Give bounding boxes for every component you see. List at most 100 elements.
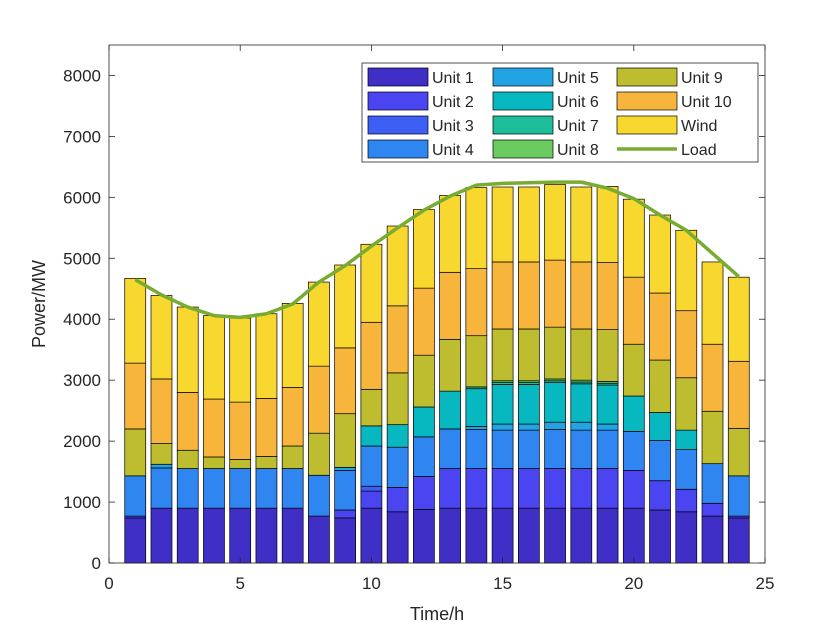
bar-segment-unit9-t22 [675, 377, 698, 431]
bar-segment-unit1-t10 [360, 507, 383, 564]
bar-segment-unit4-t11 [386, 446, 409, 488]
bar-segment-unit1-t13 [439, 507, 461, 564]
bar-segment-unit4-t20 [622, 431, 645, 471]
legend-label: Unit 8 [557, 142, 599, 159]
bar-segment-unit4-t15 [491, 429, 514, 469]
bar-segment-unit6-t20 [622, 395, 645, 432]
bar-segment-unit1-t17 [544, 507, 566, 564]
bar-segment-unit10-t6 [255, 398, 278, 457]
bar-segment-unit11-t18 [570, 186, 593, 263]
x-tick-label: 5 [235, 574, 244, 593]
legend-swatch [616, 91, 678, 111]
bar-segment-unit5-t18 [570, 421, 593, 431]
bar-segment-unit4-t1 [124, 475, 147, 517]
bar-segment-unit9-t19 [596, 329, 619, 382]
bar-segment-unit9-t11 [386, 372, 409, 426]
bar-segment-unit4-t7 [281, 468, 304, 509]
legend-label: Unit 3 [432, 118, 474, 135]
bar-segment-unit9-t9 [334, 413, 357, 468]
y-tick-label: 4000 [63, 310, 101, 329]
bar-segment-unit10-t19 [596, 262, 619, 330]
bar-segment-unit11-t9 [334, 264, 357, 349]
bar-segment-unit4-t3 [176, 468, 199, 509]
bar-segment-unit4-t21 [649, 440, 671, 482]
bar-segment-unit10-t5 [229, 401, 252, 460]
bar-segment-unit11-t1 [124, 278, 147, 364]
legend-label: Unit 7 [557, 118, 599, 135]
bar-segment-unit9-t10 [360, 388, 383, 427]
bar-segment-unit11-t11 [386, 225, 409, 307]
y-axis-label: Power/MW [29, 260, 49, 348]
bar-segment-unit11-t2 [150, 295, 173, 380]
bar-segment-unit10-t3 [176, 392, 199, 451]
bar-segment-unit1-t20 [622, 507, 645, 564]
bar-segment-unit2-t18 [570, 468, 593, 509]
legend-swatch [492, 115, 554, 135]
bar-segment-unit11-t16 [517, 186, 540, 263]
legend-swatch [492, 139, 554, 159]
bar-segment-unit11-t3 [176, 306, 199, 393]
bar-segment-unit1-t8 [308, 515, 330, 564]
legend-label: Unit 2 [432, 94, 474, 111]
bar-segment-unit9-t14 [465, 335, 488, 388]
bar-segment-unit4-t8 [308, 474, 330, 517]
bar-segment-unit5-t14 [465, 426, 488, 430]
bar-segment-unit9-t2 [150, 443, 173, 465]
bar-segment-unit9-t7 [281, 445, 304, 469]
bar-segment-unit6-t21 [649, 412, 671, 441]
bar-segment-unit6-t14 [465, 388, 488, 427]
bar-segment-unit9-t21 [649, 359, 671, 413]
bar-segment-unit1-t5 [229, 507, 252, 564]
bar-segment-unit10-t17 [544, 259, 566, 328]
bar-segment-unit11-t7 [281, 303, 304, 388]
bar-segment-unit4-t23 [701, 463, 724, 504]
x-tick-label: 0 [104, 574, 113, 593]
bar-segment-unit2-t22 [675, 488, 698, 513]
bar-segment-unit1-t11 [386, 511, 409, 564]
bar-segment-unit1-t21 [649, 509, 671, 564]
bar-segment-unit10-t2 [150, 378, 173, 444]
bar-segment-unit10-t9 [334, 347, 357, 415]
bar-segment-unit1-t19 [596, 507, 619, 564]
bar-segment-unit9-t18 [570, 328, 593, 381]
bar-segment-unit1-t18 [570, 507, 593, 564]
legend-swatch [616, 115, 678, 135]
bar-segment-unit4-t16 [517, 429, 540, 469]
bar-segment-unit11-t13 [439, 195, 461, 273]
bar-segment-unit10-t16 [517, 261, 540, 330]
bar-segment-unit1-t3 [176, 507, 199, 564]
bar-segment-unit2-t14 [465, 468, 488, 509]
bar-segment-unit9-t12 [413, 354, 435, 408]
bar-segment-unit11-t19 [596, 186, 619, 263]
load-line [134, 180, 740, 320]
bar-segment-unit1-t12 [413, 509, 435, 564]
bar-segment-unit9-t24 [727, 427, 750, 477]
bar-segment-unit6-t19 [596, 384, 619, 425]
bar-segment-unit2-t10 [360, 490, 383, 509]
bar-segment-unit10-t13 [439, 271, 461, 340]
y-tick-label: 0 [92, 554, 101, 573]
bar-segment-unit4-t18 [570, 429, 593, 469]
bar-segment-unit10-t14 [465, 268, 488, 337]
bar-segment-unit11-t5 [229, 317, 252, 403]
legend-label: Unit 10 [681, 94, 732, 111]
bar-segment-unit5-t19 [596, 423, 619, 431]
bar-segment-unit2-t11 [386, 487, 409, 513]
bar-segment-unit1-t6 [255, 507, 278, 564]
bar-segment-unit6-t15 [491, 384, 514, 425]
bar-segment-unit6-t17 [544, 382, 566, 423]
bar-segment-unit1-t14 [465, 507, 488, 564]
bar-segment-unit2-t21 [649, 480, 671, 511]
legend-label: Unit 9 [681, 70, 723, 87]
bar-segment-unit6-t12 [413, 406, 435, 438]
bar-segment-unit10-t22 [675, 310, 698, 379]
bar-segment-unit1-t16 [517, 507, 540, 564]
legend-label: Wind [681, 118, 717, 135]
bar-segment-unit4-t12 [413, 436, 435, 477]
bar-segment-unit9-t3 [176, 449, 199, 469]
bar-segment-unit9-t17 [544, 326, 566, 380]
bar-segment-unit10-t20 [622, 276, 645, 345]
bar-segment-unit10-t10 [360, 321, 383, 390]
